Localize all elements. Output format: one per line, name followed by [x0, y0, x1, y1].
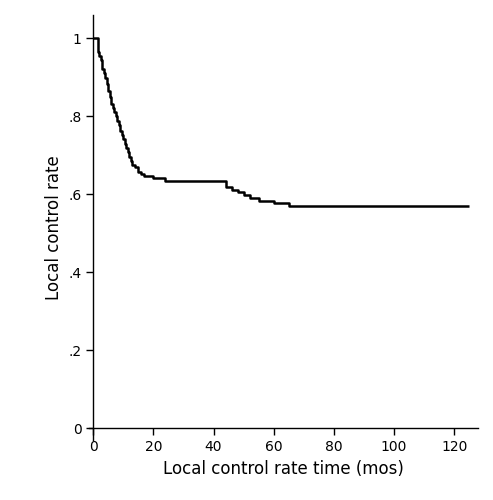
Y-axis label: Local control rate: Local control rate	[45, 155, 63, 300]
X-axis label: Local control rate time (mos): Local control rate time (mos)	[163, 460, 404, 477]
